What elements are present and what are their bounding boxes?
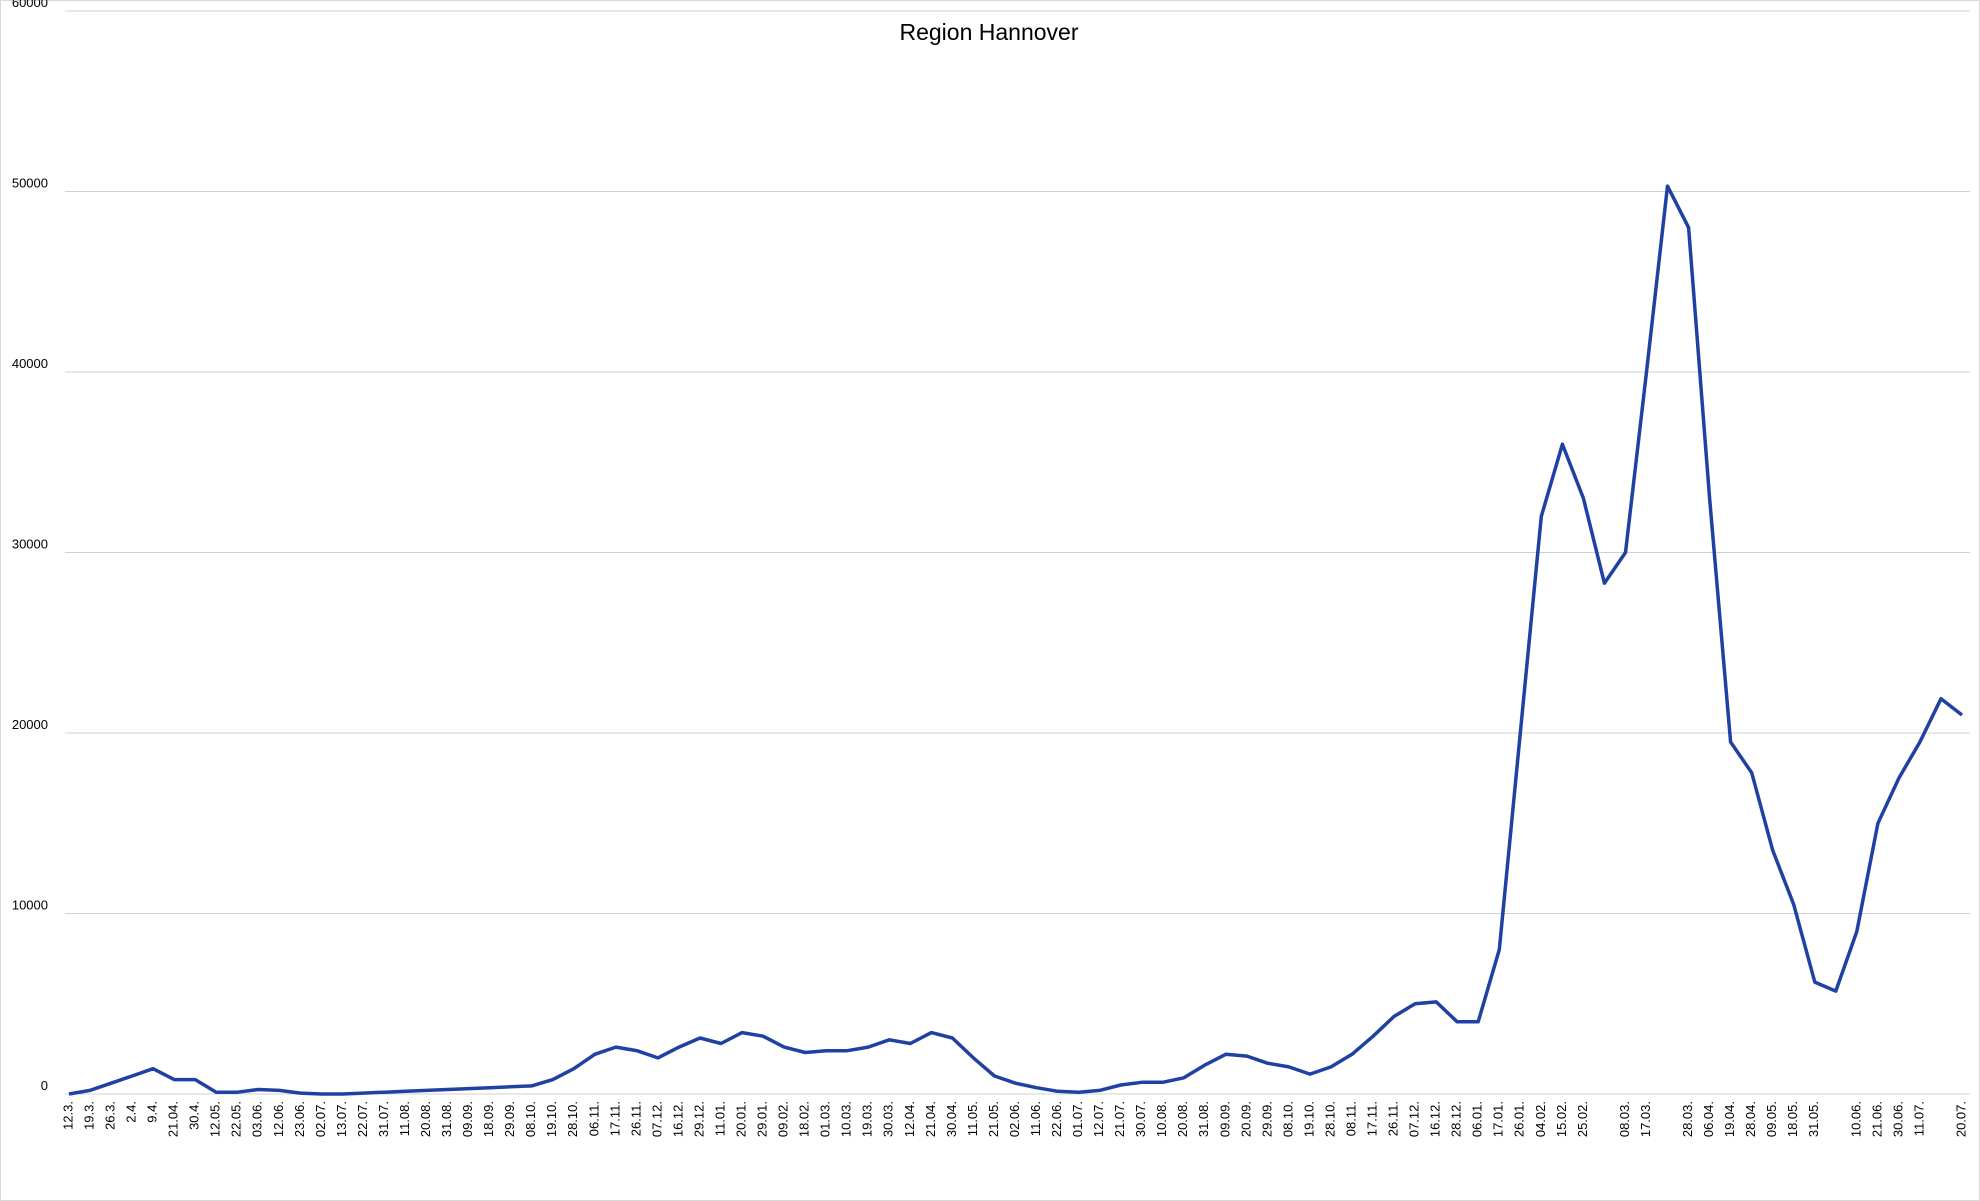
x-tick-label: 01.03.	[818, 1101, 833, 1137]
x-tick-label: 26.11.	[628, 1101, 643, 1136]
x-tick-label: 11.07.	[1911, 1101, 1926, 1136]
x-tick-label: 31.08.	[1196, 1101, 1211, 1137]
chart-title: Region Hannover	[899, 19, 1078, 45]
x-tick-label: 12.3.	[60, 1101, 75, 1130]
x-tick-label: 06.01.	[1470, 1101, 1485, 1137]
x-tick-label: 09.05.	[1764, 1101, 1779, 1137]
x-tick-label: 28.10.	[1322, 1101, 1337, 1137]
x-tick-label: 16.12.	[670, 1101, 685, 1137]
x-tick-label: 22.07.	[355, 1101, 370, 1137]
x-tick-label: 22.06.	[1049, 1101, 1064, 1137]
x-tick-label: 18.02.	[797, 1101, 812, 1137]
x-tick-label: 17.03.	[1638, 1101, 1653, 1137]
x-tick-label: 11.08.	[397, 1101, 412, 1136]
x-tick-label: 07.12.	[649, 1101, 664, 1137]
x-tick-label: 26.11.	[1386, 1101, 1401, 1136]
x-tick-label: 12.06.	[271, 1101, 286, 1137]
x-tick-label: 29.09.	[1259, 1101, 1274, 1137]
x-tick-label: 19.10.	[1301, 1101, 1316, 1137]
x-tick-label: 28.12.	[1449, 1101, 1464, 1137]
x-tick-label: 09.09.	[460, 1101, 475, 1137]
x-tick-label: 19.04.	[1722, 1101, 1737, 1137]
x-tick-label: 12.05.	[208, 1101, 223, 1137]
x-tick-label: 10.03.	[839, 1101, 854, 1137]
x-tick-label: 22.05.	[229, 1101, 244, 1137]
x-tick-label: 19.10.	[544, 1101, 559, 1137]
x-tick-label: 9.4.	[145, 1101, 160, 1123]
x-tick-label: 15.02.	[1554, 1101, 1569, 1137]
x-tick-label: 12.04.	[902, 1101, 917, 1137]
x-tick-label: 20.07.	[1953, 1101, 1968, 1137]
x-tick-label: 20.08.	[1175, 1101, 1190, 1137]
x-tick-label: 31.05.	[1806, 1101, 1821, 1137]
x-tick-label: 21.04.	[923, 1101, 938, 1137]
x-tick-label: 17.11.	[1365, 1101, 1380, 1136]
x-tick-label: 21.07.	[1112, 1101, 1127, 1137]
x-tick-label: 20.08.	[418, 1101, 433, 1137]
x-tick-label: 06.04.	[1701, 1101, 1716, 1137]
x-tick-label: 02.07.	[313, 1101, 328, 1137]
y-tick-label: 30000	[12, 537, 48, 552]
x-tick-label: 30.07.	[1133, 1101, 1148, 1137]
x-tick-label: 29.01.	[755, 1101, 770, 1137]
x-tick-label: 29.12.	[691, 1101, 706, 1137]
y-tick-label: 0	[41, 1078, 48, 1093]
x-tick-label: 01.07.	[1070, 1101, 1085, 1137]
x-tick-label: 11.06.	[1028, 1101, 1043, 1136]
x-tick-label: 07.12.	[1407, 1101, 1422, 1137]
x-tick-label: 08.10.	[1280, 1101, 1295, 1137]
x-tick-label: 10.08.	[1154, 1101, 1169, 1137]
x-tick-label: 30.4.	[187, 1101, 202, 1130]
x-tick-label: 25.02.	[1575, 1101, 1590, 1137]
x-tick-label: 21.06.	[1869, 1101, 1884, 1137]
x-tick-label: 17.11.	[607, 1101, 622, 1136]
x-tick-label: 29.09.	[502, 1101, 517, 1137]
x-tick-label: 09.09.	[1217, 1101, 1232, 1137]
x-tick-label: 02.06.	[1007, 1101, 1022, 1137]
x-tick-label: 11.01.	[712, 1101, 727, 1136]
x-tick-label: 08.03.	[1617, 1101, 1632, 1137]
x-tick-label: 21.05.	[986, 1101, 1001, 1137]
x-tick-label: 18.09.	[481, 1101, 496, 1137]
x-tick-label: 09.02.	[776, 1101, 791, 1137]
x-tick-label: 20.09.	[1238, 1101, 1253, 1137]
y-tick-label: 40000	[12, 356, 48, 371]
x-tick-label: 26.01.	[1512, 1101, 1527, 1137]
x-tick-label: 04.02.	[1533, 1101, 1548, 1137]
x-tick-label: 30.04.	[944, 1101, 959, 1137]
x-tick-label: 28.03.	[1680, 1101, 1695, 1137]
x-tick-label: 23.06.	[292, 1101, 307, 1137]
x-tick-label: 10.06.	[1848, 1101, 1863, 1137]
x-tick-label: 28.10.	[565, 1101, 580, 1137]
x-tick-label: 11.05.	[965, 1101, 980, 1136]
x-tick-label: 20.01.	[734, 1101, 749, 1137]
data-line	[68, 184, 1964, 1096]
x-tick-label: 13.07.	[334, 1101, 349, 1137]
x-tick-label: 31.07.	[376, 1101, 391, 1137]
x-tick-label: 03.06.	[250, 1101, 265, 1137]
x-tick-label: 12.07.	[1091, 1101, 1106, 1137]
y-tick-label: 60000	[12, 0, 48, 10]
x-tick-label: 2.4.	[124, 1101, 139, 1123]
x-tick-label: 30.03.	[881, 1101, 896, 1137]
y-tick-label: 10000	[12, 898, 48, 913]
x-tick-label: 08.11.	[1343, 1101, 1358, 1136]
x-tick-label: 17.01.	[1491, 1101, 1506, 1137]
x-tick-label: 19.03.	[860, 1101, 875, 1137]
y-tick-label: 20000	[12, 717, 48, 732]
x-tick-label: 28.04.	[1743, 1101, 1758, 1137]
x-tick-label: 06.11.	[586, 1101, 601, 1136]
x-tick-label: 19.3.	[81, 1101, 96, 1130]
x-tick-label: 30.06.	[1890, 1101, 1905, 1137]
x-tick-label: 18.05.	[1785, 1101, 1800, 1137]
x-tick-label: 26.3.	[103, 1101, 118, 1130]
x-tick-label: 21.04.	[166, 1101, 181, 1137]
y-tick-label: 50000	[12, 176, 48, 191]
x-tick-label: 16.12.	[1428, 1101, 1443, 1137]
x-tick-label: 31.08.	[439, 1101, 454, 1137]
x-tick-label: 08.10.	[523, 1101, 538, 1137]
